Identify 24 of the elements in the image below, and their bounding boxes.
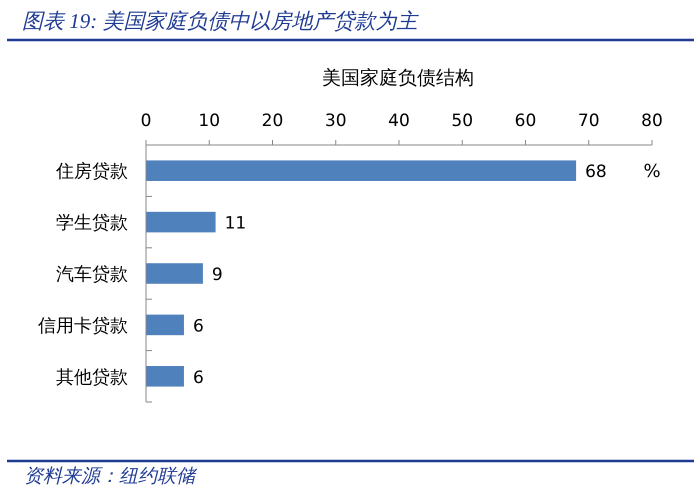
data-label: 9 <box>212 265 223 285</box>
x-tick-label: 60 <box>514 111 536 131</box>
chart-title: 图表 19: 美国家庭负债中以房地产贷款为主 <box>22 9 420 33</box>
y-tick-label: 住房贷款 <box>55 161 128 182</box>
x-tick-label: 20 <box>262 111 284 131</box>
data-label: 68 <box>585 162 607 182</box>
x-tick-label: 80 <box>641 111 663 131</box>
data-label: 11 <box>224 214 246 234</box>
y-tick-label: 学生贷款 <box>56 212 128 233</box>
x-tick-label: 0 <box>140 111 152 131</box>
x-tick-label: 50 <box>451 111 474 131</box>
data-label: 6 <box>192 316 204 336</box>
chart-subtitle: 美国家庭负债结构 <box>322 67 474 89</box>
x-tick-label: 30 <box>324 111 347 131</box>
y-tick-label: 信用卡贷款 <box>38 315 128 336</box>
text: 资料来源：纽约联储 <box>24 466 198 487</box>
y-tick-label: 汽车贷款 <box>56 264 128 284</box>
y-tick-label: 其他贷款 <box>56 366 128 387</box>
x-axis-title: % <box>643 161 661 182</box>
data-label: 6 <box>192 368 204 388</box>
x-tick-label: 70 <box>578 111 600 131</box>
x-tick-label: 10 <box>198 111 220 131</box>
x-tick-label: 40 <box>388 111 410 131</box>
plot: 68 11 9 6 6 0 10 20 30 40 50 60 70 80 住房贷款 学生贷款 汽车贷款 信用卡贷款 其他贷款 % <box>38 111 663 402</box>
